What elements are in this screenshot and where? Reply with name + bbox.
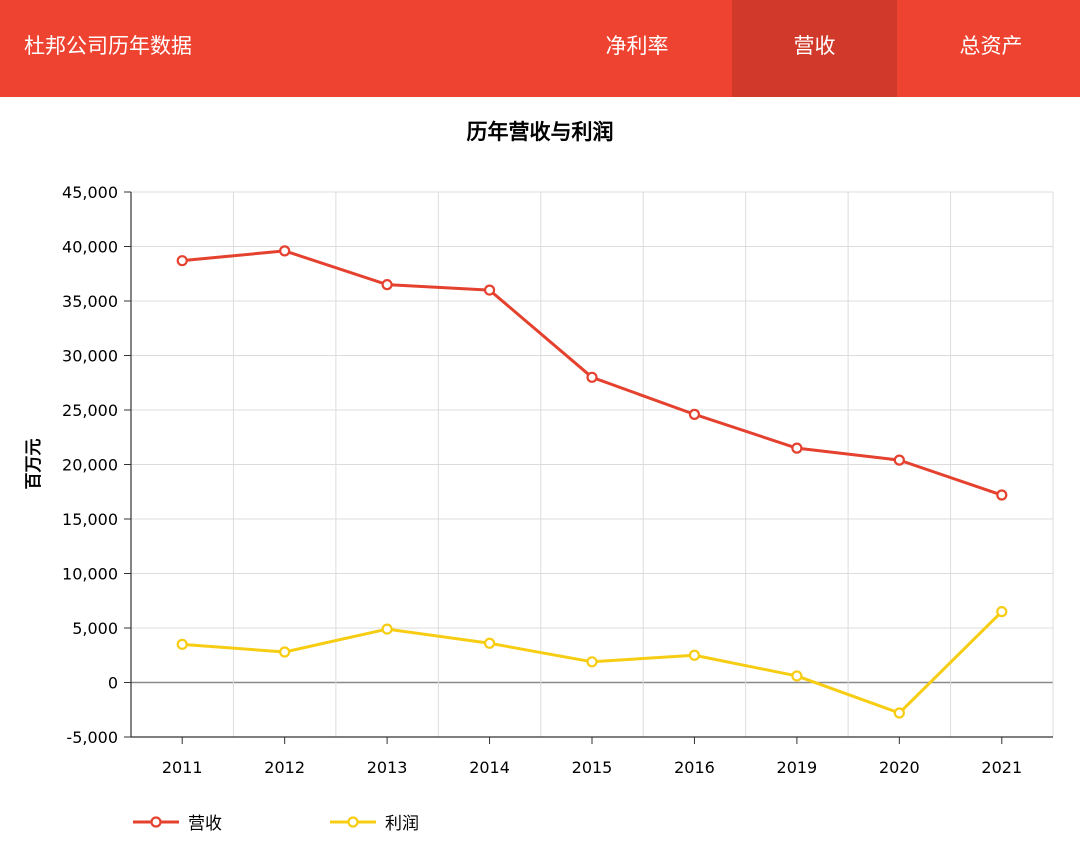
y-tick-label: 30,000 [62,347,118,366]
data-point-profit[interactable] [586,656,598,668]
data-point-revenue[interactable] [483,284,496,296]
legend-item-profit[interactable]: 利润 [330,814,419,834]
data-point-profit[interactable] [279,646,291,658]
tab-revenue[interactable]: 营收 [732,0,897,97]
y-tick-label: 35,000 [62,292,118,311]
data-point-revenue[interactable] [381,279,393,291]
x-tick-label: 2014 [469,758,510,777]
y-tick-label: 15,000 [62,510,118,529]
data-point-revenue[interactable] [279,245,291,257]
data-point-profit[interactable] [483,637,496,649]
data-point-profit[interactable] [893,707,905,719]
x-tick-label: 2012 [264,758,305,777]
legend-item-revenue[interactable]: 营收 [133,814,222,834]
data-point-profit[interactable] [791,670,803,682]
data-point-revenue[interactable] [791,442,803,454]
tab-total-assets[interactable]: 总资产 [959,34,1023,58]
y-tick-label: 10,000 [62,565,118,584]
y-tick-label: 25,000 [62,401,118,420]
y-tick-label: 20,000 [62,456,118,475]
x-tick-label: 2015 [572,758,613,777]
x-tick-label: 2020 [879,758,920,777]
legend-marker [150,816,162,828]
tab-net-margin[interactable]: 净利率 [605,34,669,58]
data-point-profit[interactable] [381,623,393,635]
y-axis-label: 百万元 [24,439,44,490]
y-tick-label: 0 [108,674,118,693]
axis-layer: -5,000 0 5,000 10,000 15,000 20,000 25,000 30,0… [62,183,1053,777]
x-tick-label: 2013 [367,758,408,777]
data-point-revenue[interactable] [996,489,1008,501]
data-point-revenue[interactable] [688,408,701,420]
y-tick-label: -5,000 [66,728,118,747]
legend-label: 营收 [188,814,222,834]
data-point-profit[interactable] [688,649,701,661]
app-title: 杜邦公司历年数据 [24,34,192,58]
y-tick-label: 45,000 [62,183,118,202]
top-bar: 杜邦公司历年数据 净利率 营收 总资产 [0,0,1080,97]
data-point-revenue[interactable] [893,454,905,466]
x-tick-label: 2019 [777,758,818,777]
data-point-revenue[interactable] [586,371,598,383]
y-tick-label: 5,000 [72,619,118,638]
x-tick-label: 2021 [981,758,1022,777]
x-tick-label: 2011 [162,758,203,777]
chart-title: 历年营收与利润 [466,120,614,144]
x-tick-label: 2016 [674,758,715,777]
legend-label: 利润 [385,814,419,834]
y-tick-label: 40,000 [62,238,118,257]
data-point-revenue[interactable] [176,255,188,267]
legend: 营收 利润 [133,814,419,834]
series-layer [176,245,1008,719]
data-point-profit[interactable] [176,638,188,650]
legend-marker [347,816,359,828]
data-point-profit[interactable] [996,606,1008,618]
